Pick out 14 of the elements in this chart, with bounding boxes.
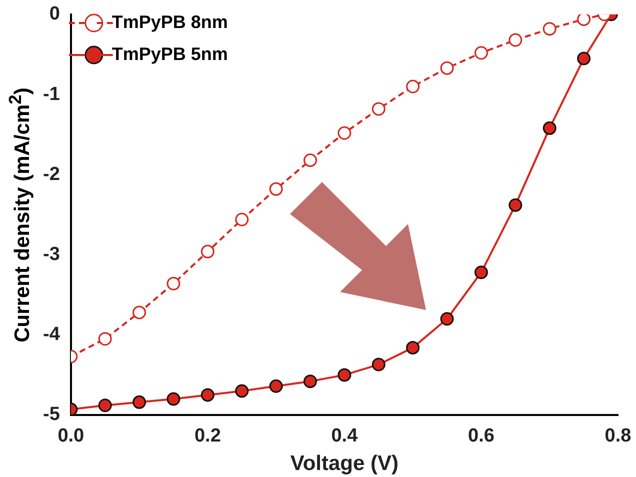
- x-tick-label: 0.6: [468, 426, 494, 447]
- x-tick-label: 0.8: [604, 426, 632, 447]
- legend-label: TmPyPB 5nm: [112, 44, 228, 64]
- y-tick-label: -4: [42, 324, 60, 346]
- y-tick-label: 0: [49, 4, 60, 25]
- legend-label: TmPyPB 8nm: [112, 12, 228, 32]
- y-tick-label: -5: [42, 404, 60, 426]
- x-tick-label: 0.2: [194, 426, 221, 447]
- x-axis-title: Voltage (V): [290, 452, 399, 476]
- x-tick-label: 0.4: [331, 426, 358, 447]
- y-tick-label: -2: [42, 164, 60, 185]
- y-tick-label: -1: [42, 84, 60, 105]
- x-tick-label: 0.0: [58, 426, 84, 447]
- y-tick-label: -3: [42, 244, 60, 265]
